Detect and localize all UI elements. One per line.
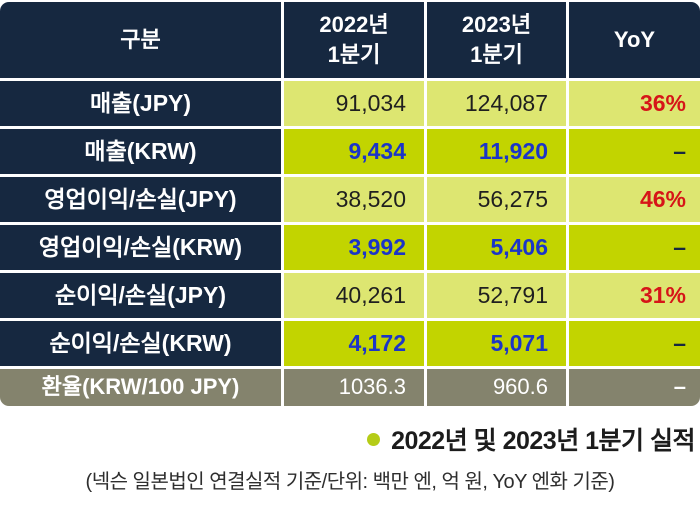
header-2023-line2: 1분기 xyxy=(470,42,523,67)
header-2022-q1: 2022년 1분기 xyxy=(284,2,424,78)
row-label-net-jpy: 순이익/손실(JPY) xyxy=(0,273,281,318)
bullet-dot-icon xyxy=(367,432,381,446)
cell-fx-2022: 1036.3 xyxy=(284,369,424,406)
header-2022-line2: 1분기 xyxy=(327,42,381,67)
cell-fx-2023: 960.6 xyxy=(427,369,566,406)
header-2022-line1: 2022년 xyxy=(319,11,389,37)
cell-revenue-krw-2022: 9,434 xyxy=(284,129,424,174)
header-category: 구분 xyxy=(0,2,281,78)
cell-net-krw-2023: 5,071 xyxy=(427,321,566,366)
header-2023-q1: 2023년 1분기 xyxy=(427,2,566,78)
cell-revenue-krw-2023: 11,920 xyxy=(427,129,566,174)
cell-fx-yoy: – xyxy=(569,369,700,406)
table-title-line: 2022년 및 2023년 1분기 실적 xyxy=(0,421,700,457)
financial-results-table: 구분 2022년 1분기 2023년 1분기 YoY 매출(JPY) 91,03… xyxy=(0,0,700,406)
row-label-revenue-jpy: 매출(JPY) xyxy=(0,81,281,126)
cell-revenue-jpy-yoy: 36% xyxy=(569,81,700,126)
cell-operating-krw-2022: 3,992 xyxy=(284,225,424,270)
table-title: 2022년 및 2023년 1분기 실적 xyxy=(391,427,695,455)
table-caption: (넥슨 일본법인 연결실적 기준/단위: 백만 엔, 억 원, YoY 엔화 기… xyxy=(85,471,615,493)
row-label-operating-krw: 영업이익/손실(KRW) xyxy=(0,225,281,270)
row-label-net-krw: 순이익/손실(KRW) xyxy=(0,321,281,366)
cell-net-jpy-2023: 52,791 xyxy=(427,273,566,318)
cell-operating-krw-yoy: – xyxy=(569,225,700,270)
cell-net-krw-yoy: – xyxy=(569,321,700,366)
cell-net-jpy-yoy: 31% xyxy=(569,273,700,318)
header-2023-line1: 2023년 xyxy=(461,11,532,37)
cell-revenue-krw-yoy: – xyxy=(569,129,700,174)
cell-operating-jpy-2023: 56,275 xyxy=(427,177,566,222)
cell-operating-jpy-2022: 38,520 xyxy=(284,177,424,222)
header-yoy: YoY xyxy=(569,2,700,78)
row-label-operating-jpy: 영업이익/손실(JPY) xyxy=(0,177,281,222)
cell-net-jpy-2022: 40,261 xyxy=(284,273,424,318)
cell-operating-jpy-yoy: 46% xyxy=(569,177,700,222)
cell-revenue-jpy-2023: 124,087 xyxy=(427,81,566,126)
cell-net-krw-2022: 4,172 xyxy=(284,321,424,366)
cell-revenue-jpy-2022: 91,034 xyxy=(284,81,424,126)
cell-operating-krw-2023: 5,406 xyxy=(427,225,566,270)
row-label-fx-rate: 환율(KRW/100 JPY) xyxy=(0,369,281,406)
row-label-revenue-krw: 매출(KRW) xyxy=(0,129,281,174)
